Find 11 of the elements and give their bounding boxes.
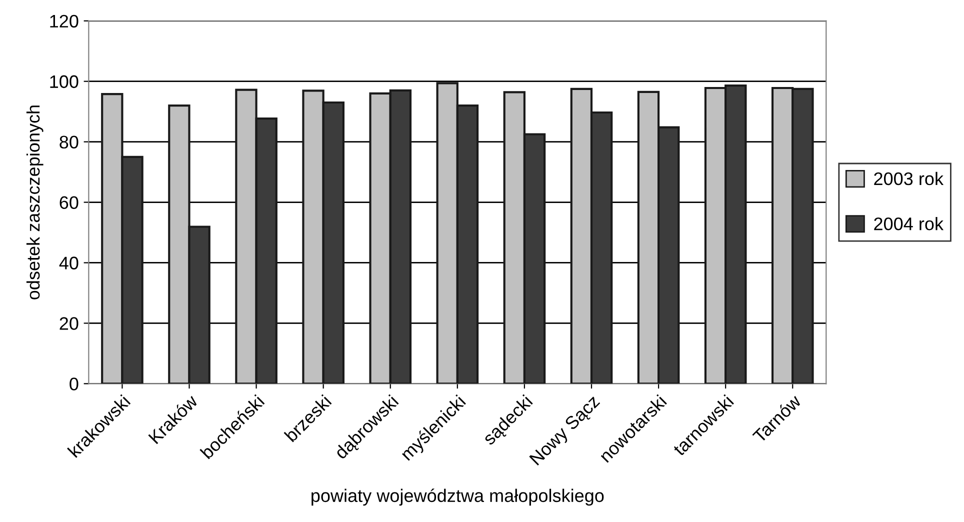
y-tick-label: 40 — [59, 256, 78, 270]
y-tick-label: 60 — [60, 196, 78, 209]
y-tick-label: 20 — [60, 317, 78, 330]
y-tick-label: 0 — [70, 378, 78, 390]
y-tick-label: 120 — [50, 14, 78, 28]
y-tick-label: 80 — [60, 136, 78, 149]
legend-label: 2004 rok — [874, 216, 944, 230]
y-axis-title: odsetek zaszczepionych — [26, 106, 44, 300]
x-axis-title: powiaty województwa małopolskiego — [312, 488, 604, 506]
y-tick-label: 100 — [50, 75, 78, 88]
legend-label: 2003 rok — [874, 172, 944, 186]
